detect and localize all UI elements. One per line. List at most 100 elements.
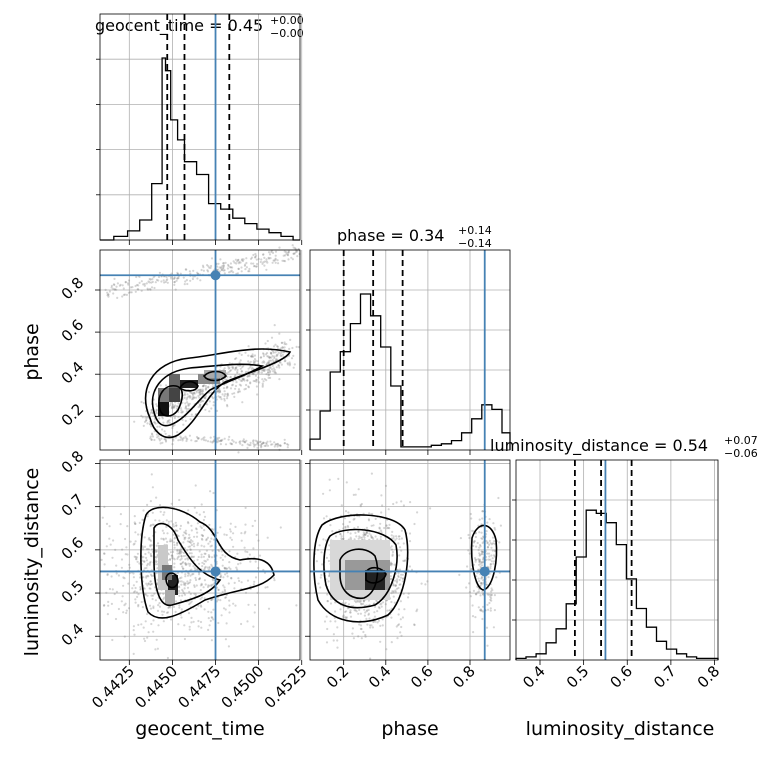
sample-point [398, 568, 402, 571]
sample-point [253, 445, 256, 448]
sample-point [166, 611, 170, 614]
sample-point [263, 369, 266, 372]
sample-point [143, 560, 146, 563]
sample-point [397, 608, 401, 611]
sample-point [389, 577, 392, 580]
sample-point [257, 444, 260, 447]
sample-point [390, 562, 393, 566]
sample-point [183, 390, 186, 393]
sample-point [208, 266, 211, 269]
sample-point [189, 601, 192, 605]
sample-point [183, 593, 187, 596]
sample-point [250, 262, 253, 265]
sample-point [166, 656, 169, 660]
contour-inner [165, 572, 179, 589]
sample-point [329, 602, 333, 605]
sample-point [150, 409, 153, 412]
sample-point [480, 582, 483, 585]
sample-point [186, 549, 189, 552]
sample-point [151, 486, 154, 489]
svg-text:−0.06: −0.06 [724, 447, 758, 460]
truth-markers [100, 14, 607, 660]
sample-point [256, 446, 259, 449]
sample-point [142, 556, 145, 559]
sample-point [364, 633, 367, 637]
sample-point [352, 518, 355, 521]
sample-point [203, 566, 206, 570]
sample-point [158, 417, 161, 420]
sample-point [487, 576, 490, 579]
sample-point [429, 507, 432, 510]
sample-point [141, 559, 144, 562]
sample-point [392, 537, 395, 540]
sample-point [346, 524, 349, 528]
sample-point [184, 402, 187, 405]
sample-point [473, 540, 476, 543]
sample-point [188, 590, 191, 594]
sample-point [207, 542, 210, 545]
sample-point [206, 403, 209, 406]
sample-point [184, 268, 187, 271]
sample-point [173, 546, 176, 549]
sample-point [493, 555, 496, 558]
sample-point [200, 583, 203, 586]
sample-point [150, 473, 153, 476]
sample-point [172, 525, 175, 528]
sample-point [266, 444, 270, 447]
sample-point [492, 554, 496, 557]
sample-point [279, 354, 282, 357]
sample-point [369, 657, 372, 660]
sample-point [267, 368, 270, 371]
sample-point [252, 440, 255, 443]
contour-inner-3 [202, 370, 228, 382]
sample-point [151, 594, 155, 597]
sample-point [471, 615, 475, 618]
sample-point [267, 371, 270, 374]
sample-point [186, 521, 190, 524]
sample-point [149, 580, 152, 583]
sample-point [199, 403, 202, 406]
sample-point [194, 593, 197, 596]
sample-point [276, 443, 279, 446]
sample-point [186, 393, 189, 396]
sample-point [177, 276, 180, 280]
sample-point [183, 283, 186, 286]
sample-point [485, 626, 489, 629]
sample-point [245, 266, 248, 269]
sample-point [197, 604, 200, 607]
sample-point [155, 278, 158, 282]
sample-point [286, 446, 289, 449]
sample-point [106, 613, 109, 616]
sample-point [271, 364, 274, 367]
sample-point [368, 532, 371, 535]
sample-point [162, 513, 165, 516]
sample-point [169, 558, 172, 562]
sample-point [489, 563, 492, 566]
sample-point [167, 606, 170, 609]
sample-point [267, 361, 270, 364]
sample-point [176, 548, 179, 552]
sample-point [328, 544, 331, 547]
sample-point [254, 374, 257, 377]
sample-point [487, 552, 491, 555]
sample-point [469, 595, 472, 598]
sample-point [198, 391, 201, 394]
sample-point [400, 500, 403, 503]
sample-point [208, 567, 211, 570]
sample-point [176, 271, 179, 274]
sample-point [248, 374, 251, 377]
sample-point [169, 551, 173, 554]
sample-point [128, 566, 131, 569]
sample-point [182, 423, 185, 426]
sample-point [203, 562, 206, 566]
sample-point [390, 548, 394, 551]
sample-point [322, 492, 325, 495]
sample-point [146, 636, 149, 639]
sample-point [392, 502, 395, 506]
sample-point [201, 534, 204, 537]
sample-point [215, 409, 219, 412]
sample-point [145, 582, 148, 585]
sample-point [210, 544, 213, 547]
sample-point [145, 576, 148, 579]
sample-point [198, 396, 201, 399]
